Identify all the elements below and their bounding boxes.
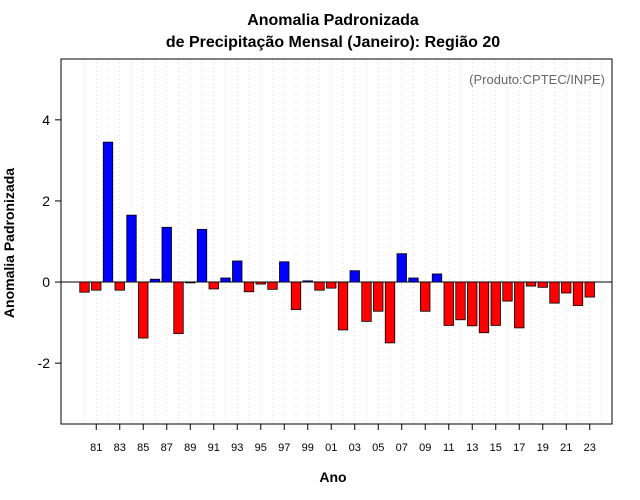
bar (455, 281, 466, 321)
x-tick-label: 81 (90, 442, 102, 454)
x-tick-label: 19 (537, 442, 549, 454)
bar (549, 281, 560, 304)
y-tick-label: 2 (42, 193, 50, 209)
source-annotation: (Produto:CPTEC/INPE) (469, 72, 605, 87)
bar (102, 141, 114, 283)
bar (267, 281, 278, 290)
bar (114, 281, 125, 291)
bar (314, 281, 325, 291)
bar (220, 277, 231, 283)
bar (290, 281, 302, 311)
bar (279, 261, 290, 283)
bar (502, 281, 513, 302)
x-tick-label: 05 (372, 442, 384, 454)
bar (408, 277, 419, 283)
y-axis-title: Anomalia Padronizada (1, 168, 17, 318)
chart-subtitle: de Precipitação Mensal (Janeiro): Região… (166, 34, 500, 51)
chart-title: Anomalia Padronizada (247, 12, 419, 29)
x-tick-label: 03 (349, 442, 361, 454)
y-tick-label: 4 (42, 112, 50, 128)
bar (373, 281, 384, 312)
bar (243, 281, 255, 293)
bar (337, 281, 349, 331)
y-tick-label: 0 (42, 274, 50, 290)
bar (232, 260, 243, 283)
bar (420, 281, 431, 312)
x-tick-label: 15 (490, 442, 502, 454)
x-tick-label: 99 (302, 442, 314, 454)
x-axis: 81 83 85 87 89 91 93 95 97 99 01 03 05 07 09 11 13 15 17 19… (90, 424, 596, 454)
x-tick-label: 09 (419, 442, 431, 454)
x-tick-label: 21 (560, 442, 572, 454)
bar (208, 281, 219, 290)
x-tick-label: 95 (255, 442, 267, 454)
bar (149, 278, 161, 283)
x-tick-label: 97 (278, 442, 290, 454)
bar (384, 281, 396, 344)
bar (584, 281, 595, 298)
bar (302, 280, 313, 283)
x-tick-label: 83 (114, 442, 126, 454)
bar (361, 281, 372, 322)
y-tick-label: -2 (38, 355, 51, 371)
x-tick-label: 23 (584, 442, 596, 454)
plot-frame (60, 58, 613, 425)
x-tick-label: 93 (231, 442, 243, 454)
x-tick-label: 01 (325, 442, 337, 454)
bar (79, 281, 90, 293)
bar (326, 281, 337, 289)
bar (431, 273, 443, 283)
bar (467, 281, 478, 327)
bar (478, 281, 490, 334)
x-tick-label: 87 (161, 442, 173, 454)
bar (196, 228, 208, 283)
bar (443, 281, 454, 326)
bar (537, 281, 548, 288)
y-axis: -2 0 2 4 (38, 112, 61, 371)
bar (161, 226, 172, 283)
bar (91, 281, 102, 291)
bar (173, 281, 184, 334)
bar (525, 281, 537, 287)
bar (490, 281, 501, 326)
x-tick-label: 13 (466, 442, 478, 454)
bar (396, 253, 407, 283)
bar (185, 281, 196, 284)
bar (349, 270, 360, 283)
bar (514, 281, 525, 329)
x-tick-label: 85 (137, 442, 149, 454)
x-tick-label: 91 (208, 442, 220, 454)
bar (561, 281, 572, 294)
x-tick-label: 07 (396, 442, 408, 454)
x-tick-label: 17 (513, 442, 525, 454)
bar (138, 281, 149, 339)
bar (126, 214, 137, 283)
x-tick-label: 89 (184, 442, 196, 454)
bar (255, 281, 266, 285)
bars (79, 141, 595, 344)
bar (572, 281, 584, 306)
grid-lines (84, 59, 602, 424)
x-tick-label: 11 (443, 442, 454, 454)
x-axis-title: Ano (319, 469, 346, 485)
